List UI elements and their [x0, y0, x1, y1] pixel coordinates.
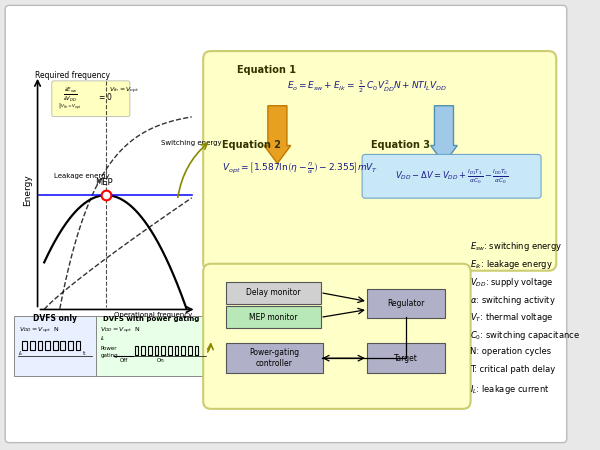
- Bar: [168, 346, 172, 355]
- Text: $E_o = E_{sw} + E_{lk} = \ \frac{1}{2}\ C_0 V_{DD}^2 N + NTI_L V_{DD}$: $E_o = E_{sw} + E_{lk} = \ \frac{1}{2}\ …: [287, 79, 447, 95]
- Bar: [30, 341, 35, 350]
- Text: $V_{DD}$: supply voltage: $V_{DD}$: supply voltage: [470, 276, 553, 289]
- FancyBboxPatch shape: [203, 51, 556, 271]
- Text: DVFS only: DVFS only: [32, 315, 77, 324]
- Text: $= 0$: $= 0$: [97, 91, 112, 102]
- FancyBboxPatch shape: [226, 306, 321, 328]
- Text: Equation 2: Equation 2: [222, 140, 281, 150]
- FancyBboxPatch shape: [226, 343, 323, 373]
- Text: Required frequency: Required frequency: [35, 71, 110, 80]
- Text: Equation 3: Equation 3: [371, 140, 430, 150]
- Text: $V_{opt} = \left[1.587\ln\!\left(\eta-\frac{\eta}{\alpha}\right)-2.355\right]mV_: $V_{opt} = \left[1.587\ln\!\left(\eta-\f…: [222, 161, 379, 176]
- Text: $I_L$: $I_L$: [100, 334, 106, 343]
- Text: Off: Off: [119, 358, 128, 363]
- FancyBboxPatch shape: [362, 154, 541, 198]
- Bar: [53, 341, 58, 350]
- Bar: [161, 346, 165, 355]
- Bar: [175, 346, 178, 355]
- Text: $|_{V_{th}=V_{opt}}$: $|_{V_{th}=V_{opt}}$: [58, 102, 82, 113]
- Text: Energy: Energy: [23, 174, 32, 206]
- Text: $\alpha$: switching activity: $\alpha$: switching activity: [470, 293, 556, 306]
- Text: MEP: MEP: [95, 178, 113, 187]
- Text: On: On: [157, 358, 164, 363]
- Bar: [155, 346, 158, 355]
- Text: Power: Power: [100, 346, 117, 351]
- Text: Leakage energy: Leakage energy: [54, 173, 109, 179]
- FancyArrow shape: [431, 106, 457, 163]
- Text: $E_{sw}$: switching energy: $E_{sw}$: switching energy: [470, 240, 562, 253]
- Text: t: t: [82, 351, 85, 356]
- Text: Operational frequency: Operational frequency: [113, 312, 192, 319]
- Bar: [76, 341, 80, 350]
- FancyBboxPatch shape: [95, 316, 207, 376]
- FancyBboxPatch shape: [367, 288, 445, 319]
- Bar: [134, 346, 139, 355]
- Bar: [142, 346, 145, 355]
- Bar: [38, 341, 43, 350]
- Text: $V_{th} = V_{opt}$: $V_{th} = V_{opt}$: [109, 86, 139, 96]
- Text: $I_L$: leakage current: $I_L$: leakage current: [470, 383, 549, 396]
- Text: N: operation cycles: N: operation cycles: [470, 347, 551, 356]
- Bar: [68, 341, 73, 350]
- Text: Switching energy: Switching energy: [161, 140, 222, 147]
- Text: $V_{DD}=V_{opt}$  N: $V_{DD}=V_{opt}$ N: [19, 326, 59, 336]
- FancyBboxPatch shape: [226, 282, 321, 303]
- Bar: [188, 346, 192, 355]
- Text: Equation 1: Equation 1: [238, 65, 296, 75]
- Bar: [22, 341, 27, 350]
- Text: $C_0$: switching capacitance: $C_0$: switching capacitance: [470, 329, 580, 342]
- Text: $E_{lk}$: leakage energy: $E_{lk}$: leakage energy: [470, 258, 553, 271]
- FancyBboxPatch shape: [52, 81, 130, 117]
- Text: $V_{DD}=V_{opt}$  N: $V_{DD}=V_{opt}$ N: [100, 326, 141, 336]
- Text: Delay monitor: Delay monitor: [247, 288, 301, 297]
- Bar: [148, 346, 152, 355]
- FancyBboxPatch shape: [367, 343, 445, 373]
- Text: MEP monitor: MEP monitor: [250, 313, 298, 322]
- Text: $V_T$: thermal voltage: $V_T$: thermal voltage: [470, 311, 553, 324]
- Text: Regulator: Regulator: [387, 299, 425, 308]
- FancyBboxPatch shape: [203, 264, 470, 409]
- Text: DVFS with power gating: DVFS with power gating: [103, 316, 199, 322]
- Bar: [181, 346, 185, 355]
- Bar: [45, 341, 50, 350]
- Text: T: critical path delay: T: critical path delay: [470, 365, 555, 374]
- Text: gating: gating: [100, 353, 118, 358]
- FancyBboxPatch shape: [5, 5, 567, 443]
- FancyBboxPatch shape: [14, 316, 95, 376]
- FancyArrow shape: [264, 106, 291, 163]
- Text: $\frac{\partial E_{sw}}{\partial V_{DD}}$: $\frac{\partial E_{sw}}{\partial V_{DD}}…: [63, 86, 77, 104]
- Text: Target: Target: [394, 354, 418, 363]
- Text: Power-gating
controller: Power-gating controller: [250, 348, 299, 368]
- Bar: [61, 341, 65, 350]
- Bar: [194, 346, 199, 355]
- Text: $I_c$: $I_c$: [17, 349, 24, 358]
- Text: $V_{DD}-\Delta V = V_{DD}+\frac{I_{D1}T_1}{\alpha C_0}-\frac{I_{D0}T_0}{\alpha C: $V_{DD}-\Delta V = V_{DD}+\frac{I_{D1}T_…: [395, 167, 508, 185]
